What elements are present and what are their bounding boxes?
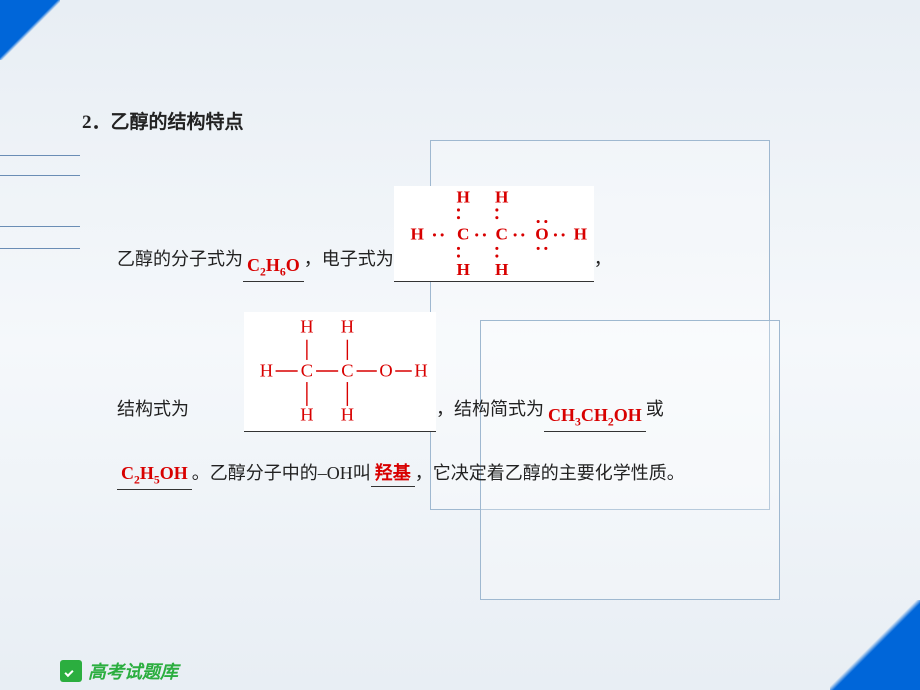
svg-text:H: H: [573, 225, 587, 244]
structural-formula-diagram: H C C O H H H H H: [248, 311, 432, 431]
decorative-line: [0, 155, 80, 156]
blank-lewis-structure: HCCOHHHHH: [394, 186, 594, 282]
svg-text:H: H: [341, 316, 354, 336]
corner-top-left: [0, 0, 60, 60]
decorative-line: [0, 175, 80, 176]
svg-text:H: H: [495, 187, 509, 206]
text-mid-2: ，结构简式为: [436, 388, 544, 431]
decorative-line: [0, 248, 80, 249]
svg-text:H: H: [300, 316, 313, 336]
text-post: ，: [594, 238, 612, 281]
corner-bottom-right: [830, 600, 920, 690]
text-or: 或: [646, 388, 664, 431]
text-mid-3b: ，它决定着乙醇的主要化学性质。: [415, 452, 685, 495]
svg-text:C: C: [457, 225, 469, 244]
heading-number: 2．: [82, 112, 111, 133]
blank-molecular-formula: C2H6O: [243, 253, 304, 282]
svg-text:H: H: [410, 225, 424, 244]
svg-text:H: H: [341, 405, 354, 425]
svg-text:H: H: [300, 405, 313, 425]
line-structural-formula: 结构式为 H C C O H H H H H ，结构简式为 CH3CH2OH 或: [82, 312, 880, 432]
footer-brand-text: 高考试题库: [88, 658, 178, 684]
svg-text:H: H: [260, 361, 273, 381]
svg-text:H: H: [414, 361, 427, 381]
svg-text:C: C: [341, 361, 353, 381]
blank-alt-formula: C2H5OH: [117, 461, 192, 490]
blank-structural-formula: H C C O H H H H H: [244, 312, 436, 432]
svg-text:C: C: [495, 225, 507, 244]
blank-group-name: 羟基: [371, 461, 415, 487]
text-prefix: 乙醇的分子式为: [117, 238, 243, 281]
svg-text:H: H: [456, 187, 470, 206]
decorative-line: [0, 226, 80, 227]
blank-condensed-formula: CH3CH2OH: [544, 403, 646, 432]
slide-content: 2．乙醇的结构特点 乙醇的分子式为 C2H6O ，电子式为 HCCOHHHHH …: [82, 100, 880, 495]
svg-text:O: O: [535, 225, 548, 244]
logo-icon: [60, 660, 82, 682]
footer: 高考试题库: [60, 658, 178, 684]
heading-title: 乙醇的结构特点: [111, 112, 244, 133]
svg-text:H: H: [495, 260, 509, 279]
svg-text:C: C: [301, 361, 313, 381]
line-molecular-formula: 乙醇的分子式为 C2H6O ，电子式为 HCCOHHHHH ，: [82, 186, 880, 282]
text-mid: ，电子式为: [304, 238, 394, 281]
line-hydroxyl: C2H5OH 。乙醇分子中的–OH叫 羟基 ，它决定着乙醇的主要化学性质。: [82, 452, 880, 495]
section-heading: 2．乙醇的结构特点: [82, 100, 880, 146]
lewis-structure-diagram: HCCOHHHHH: [398, 185, 590, 281]
text-mid-3a: 。乙醇分子中的–OH叫: [192, 452, 371, 495]
text-prefix-2: 结构式为: [117, 388, 189, 431]
svg-text:O: O: [379, 361, 392, 381]
svg-text:H: H: [456, 260, 470, 279]
